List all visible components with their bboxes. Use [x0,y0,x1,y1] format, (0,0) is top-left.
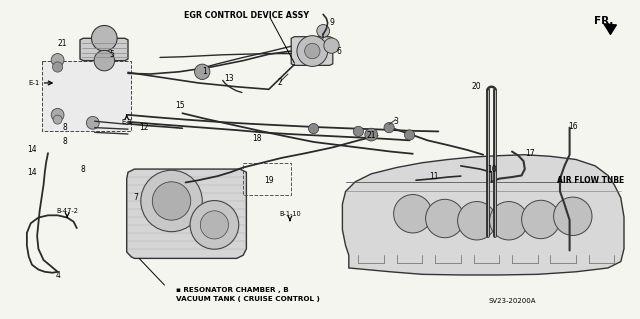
Circle shape [94,50,115,71]
Circle shape [522,200,560,239]
Circle shape [200,211,228,239]
Circle shape [52,62,63,72]
Text: 17: 17 [525,149,535,158]
Circle shape [305,43,320,59]
Text: 4: 4 [55,271,60,280]
Text: AIR FLOW TUBE: AIR FLOW TUBE [557,176,624,185]
Circle shape [404,130,415,140]
Text: 3: 3 [393,117,398,126]
Bar [42,61,131,131]
Circle shape [308,123,319,134]
Text: 13: 13 [224,74,234,83]
Text: 11: 11 [429,172,438,181]
Text: 20: 20 [472,82,482,91]
Text: 8: 8 [63,123,68,132]
Text: E-1: E-1 [121,119,132,125]
Circle shape [86,116,99,129]
Text: 15: 15 [175,101,186,110]
Text: 9: 9 [329,18,334,27]
Text: 8: 8 [81,165,86,174]
Text: SV23-20200A: SV23-20200A [488,299,536,304]
Text: 14: 14 [27,145,37,154]
Polygon shape [80,38,128,61]
Text: 12: 12 [140,123,148,132]
Circle shape [384,122,394,133]
Circle shape [554,197,592,235]
Circle shape [365,128,378,141]
Text: B-47-2: B-47-2 [56,208,78,214]
Circle shape [324,38,339,53]
Bar [243,163,291,195]
Text: 10: 10 [486,165,497,174]
Text: 8: 8 [63,137,68,146]
Text: 18: 18 [253,134,262,143]
Text: FR.: FR. [594,16,613,26]
Polygon shape [127,169,246,258]
Circle shape [394,195,432,233]
Circle shape [297,36,328,66]
Text: 2: 2 [278,78,283,87]
Circle shape [458,202,496,240]
Text: 14: 14 [27,168,37,177]
Text: 19: 19 [264,176,274,185]
Circle shape [190,201,239,249]
Circle shape [317,25,330,37]
Circle shape [195,64,210,79]
Polygon shape [342,155,624,275]
Circle shape [92,26,117,51]
Circle shape [353,126,364,137]
Circle shape [426,199,464,238]
Circle shape [490,202,528,240]
Text: B-1-10: B-1-10 [279,211,301,217]
Circle shape [141,170,202,232]
Polygon shape [291,37,333,65]
Text: 16: 16 [568,122,578,130]
Text: VACUUM TANK ( CRUISE CONTROL ): VACUUM TANK ( CRUISE CONTROL ) [176,296,320,302]
Circle shape [51,54,64,66]
Text: 5: 5 [109,50,115,59]
Circle shape [152,182,191,220]
Text: 7: 7 [133,193,138,202]
Text: EGR CONTROL DEVICE ASSY: EGR CONTROL DEVICE ASSY [184,11,309,20]
FancyArrowPatch shape [604,24,616,34]
Text: 1: 1 [202,67,207,76]
Text: 21: 21 [367,131,376,140]
Text: 21: 21 [58,39,67,48]
Circle shape [51,108,64,121]
Text: E-1: E-1 [28,80,40,86]
Circle shape [53,115,62,124]
Text: 6: 6 [337,47,342,56]
Text: ▪ RESONATOR CHAMBER , B: ▪ RESONATOR CHAMBER , B [176,287,289,293]
